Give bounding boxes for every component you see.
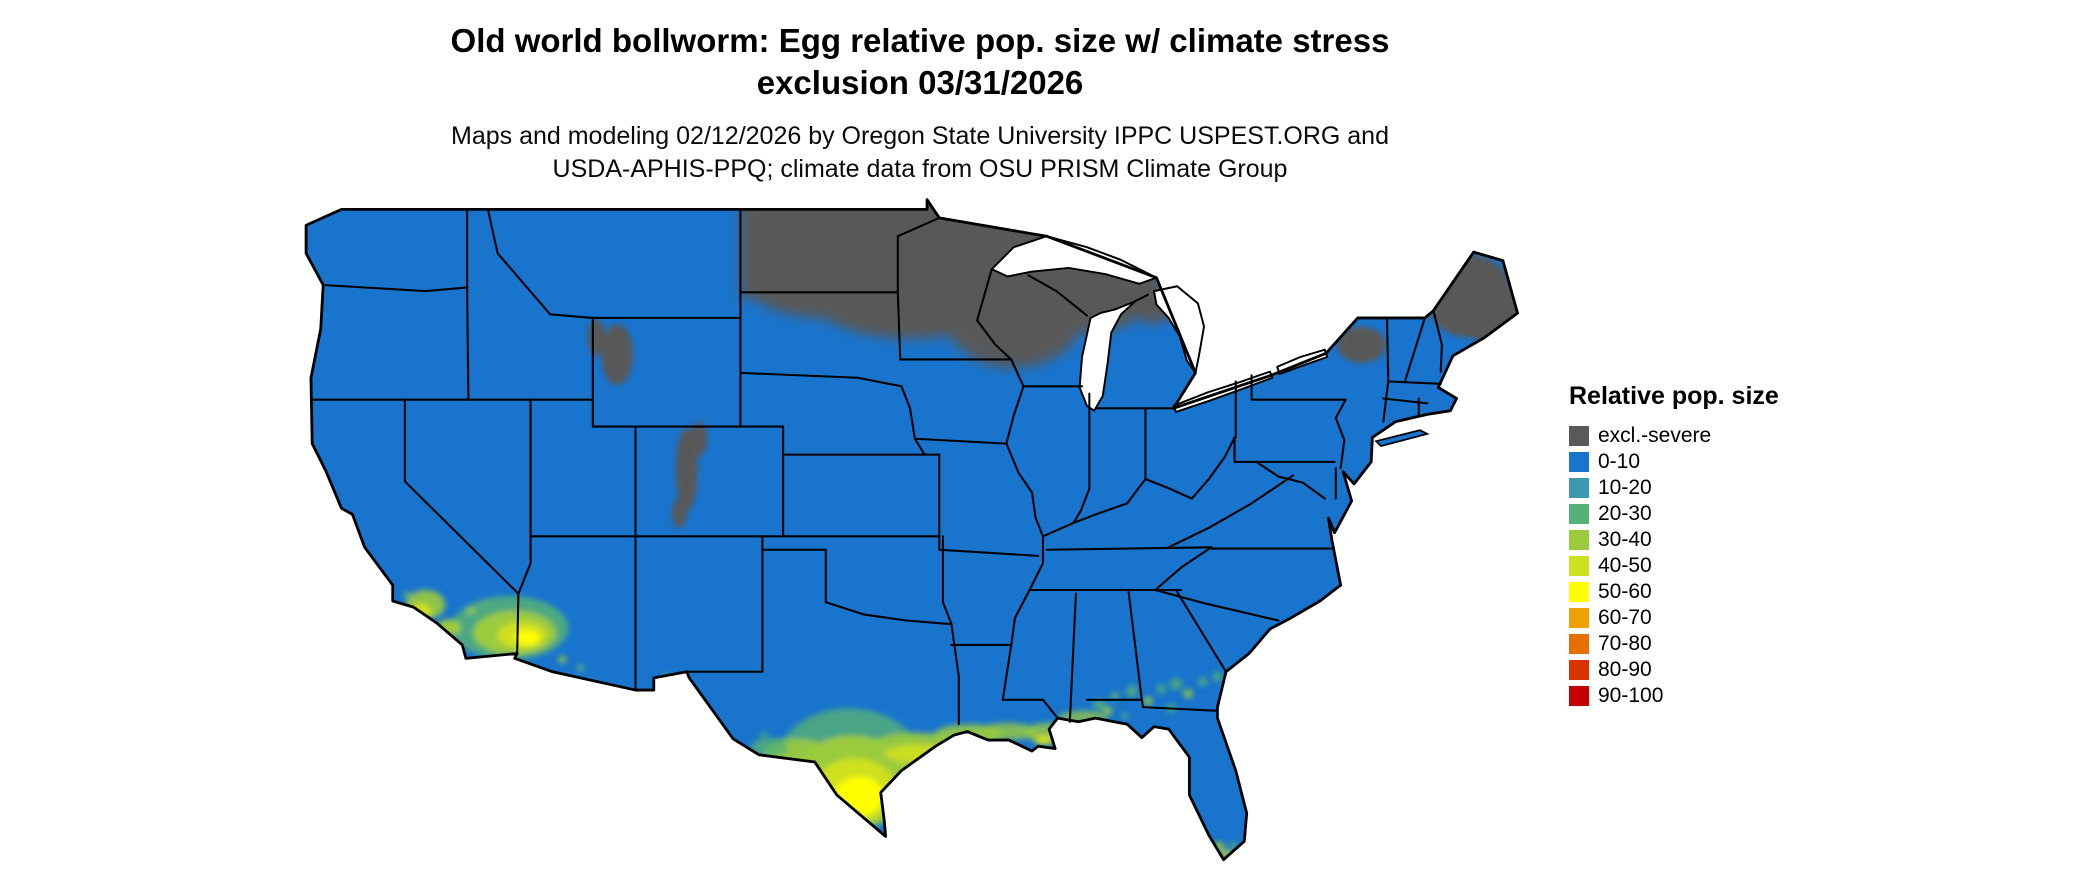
legend-entry-label: 70-80 bbox=[1598, 632, 1652, 655]
legend-entry-label: 0-10 bbox=[1598, 450, 1641, 473]
legend-color-swatch bbox=[1569, 504, 1589, 524]
lake-superior bbox=[990, 235, 1158, 285]
page-title-line2: exclusion 03/31/2026 bbox=[756, 64, 1084, 102]
legend-title: Relative pop. size bbox=[1569, 382, 1779, 410]
map-subtitle-line1: Maps and modeling 02/12/2026 by Oregon S… bbox=[451, 122, 1389, 151]
map-subtitle-line2: USDA-APHIS-PPQ; climate data from OSU PR… bbox=[552, 155, 1288, 184]
legend-color-swatch bbox=[1569, 478, 1589, 498]
legend-color-swatch bbox=[1569, 660, 1589, 680]
legend-color-swatch bbox=[1569, 426, 1589, 446]
legend-entry-label: 30-40 bbox=[1598, 528, 1652, 551]
legend-color-swatch bbox=[1569, 556, 1589, 576]
legend-color-swatch bbox=[1569, 634, 1589, 654]
us-map-svg bbox=[304, 198, 1519, 862]
page-title-line1: Old world bollworm: Egg relative pop. si… bbox=[450, 22, 1390, 59]
legend-entry: 50-60 bbox=[1569, 579, 1889, 605]
legend-entry: 80-90 bbox=[1569, 657, 1889, 683]
legend-entries: excl.-severe 0-10 10-20 20-30 30-40 40-50 50-6… bbox=[1569, 423, 1889, 709]
state-borders bbox=[309, 208, 1443, 726]
legend-entry: 30-40 bbox=[1569, 527, 1889, 553]
legend-entry-label: 80-90 bbox=[1598, 658, 1652, 681]
legend-entry-label: 20-30 bbox=[1598, 502, 1652, 525]
pop-region-southwest bbox=[403, 590, 786, 747]
legend-entry: 20-30 bbox=[1569, 501, 1889, 527]
legend-entry-label: 90-100 bbox=[1598, 684, 1664, 707]
legend-color-swatch bbox=[1569, 452, 1589, 472]
legend-entry-label: 40-50 bbox=[1598, 554, 1652, 577]
legend-entry: 60-70 bbox=[1569, 605, 1889, 631]
legend-entry-label: 50-60 bbox=[1598, 580, 1652, 603]
legend: Relative pop. size excl.-severe 0-10 10-20… bbox=[1569, 382, 1889, 709]
legend-entry: 70-80 bbox=[1569, 631, 1889, 657]
legend-entry-label: 10-20 bbox=[1598, 476, 1652, 499]
legend-entry: 90-100 bbox=[1569, 683, 1889, 709]
legend-entry: 10-20 bbox=[1569, 475, 1889, 501]
legend-color-swatch bbox=[1569, 608, 1589, 628]
legend-entry: excl.-severe bbox=[1569, 423, 1889, 449]
map-header: Old world bollworm: Egg relative pop. si… bbox=[310, 20, 1530, 186]
us-choropleth-map bbox=[300, 198, 1520, 882]
legend-entry-label: 60-70 bbox=[1598, 606, 1652, 629]
legend-color-swatch bbox=[1569, 686, 1589, 706]
legend-entry-label: excl.-severe bbox=[1598, 424, 1712, 447]
pop-region-southeast bbox=[1093, 671, 1237, 860]
legend-color-swatch bbox=[1569, 530, 1589, 550]
lake-michigan bbox=[1078, 293, 1149, 412]
map-subtitle: Maps and modeling 02/12/2026 by Oregon S… bbox=[310, 120, 1530, 186]
legend-entry: 0-10 bbox=[1569, 449, 1889, 475]
legend-color-swatch bbox=[1569, 582, 1589, 602]
legend-entry: 40-50 bbox=[1569, 553, 1889, 579]
long-island bbox=[1374, 429, 1430, 448]
